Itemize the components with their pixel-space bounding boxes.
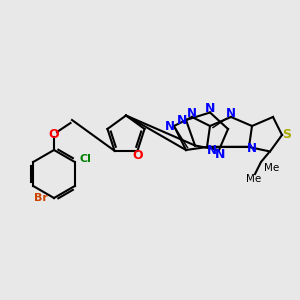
Text: N: N bbox=[187, 107, 197, 120]
Text: N: N bbox=[247, 142, 257, 155]
Text: Cl: Cl bbox=[79, 154, 91, 164]
Text: S: S bbox=[282, 128, 291, 142]
Text: Br: Br bbox=[34, 193, 47, 203]
Text: O: O bbox=[132, 149, 143, 162]
Text: N: N bbox=[205, 102, 215, 116]
Text: N: N bbox=[215, 148, 226, 161]
Text: N: N bbox=[206, 143, 217, 157]
Text: Me: Me bbox=[246, 173, 261, 184]
Text: Me: Me bbox=[264, 163, 279, 173]
Text: O: O bbox=[49, 128, 59, 142]
Text: N: N bbox=[164, 119, 175, 133]
Text: N: N bbox=[177, 113, 188, 127]
Text: N: N bbox=[226, 107, 236, 120]
